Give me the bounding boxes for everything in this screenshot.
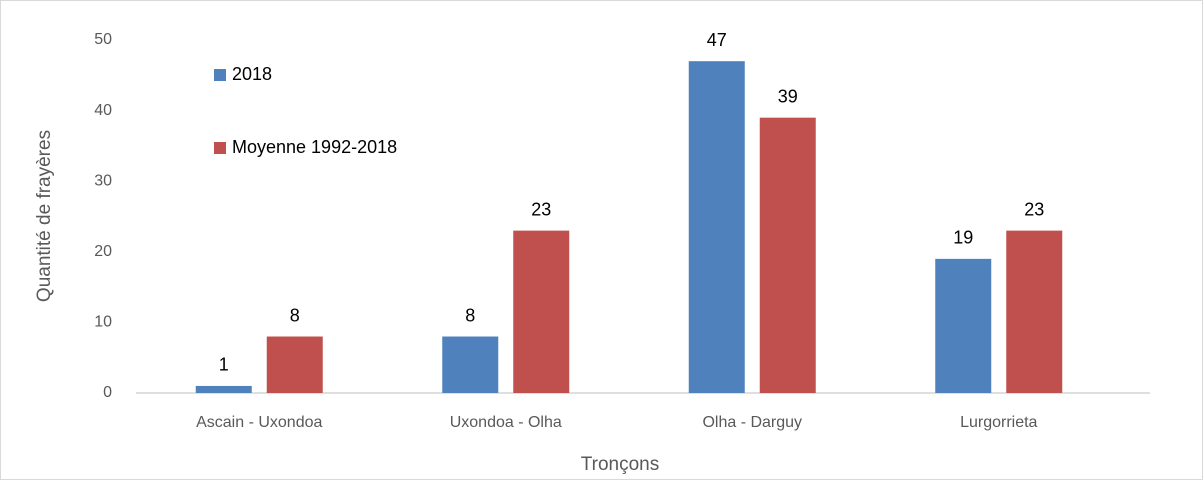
y-axis-title: Quantité de frayères	[34, 130, 55, 302]
x-tick-label: Ascain - Uxondoa	[196, 414, 322, 431]
bar	[759, 117, 816, 393]
y-tick-label: 50	[94, 31, 112, 48]
legend-swatch	[214, 69, 226, 81]
x-axis-title: Tronçons	[581, 454, 660, 475]
bar	[935, 258, 992, 393]
legend-label: Moyenne 1992-2018	[232, 137, 397, 157]
x-tick-label: Uxondoa - Olha	[450, 414, 562, 431]
y-tick-label: 10	[94, 314, 112, 331]
value-label: 8	[290, 305, 300, 325]
value-label: 23	[531, 199, 551, 219]
bar	[442, 336, 499, 393]
legend-swatch	[214, 142, 226, 154]
legend-label: 2018	[232, 64, 272, 84]
bar	[688, 61, 745, 394]
bar	[1006, 230, 1063, 393]
value-label: 39	[778, 86, 798, 106]
value-label: 8	[465, 305, 475, 325]
value-label: 23	[1024, 199, 1044, 219]
bar	[195, 385, 252, 393]
y-tick-label: 0	[103, 384, 112, 401]
bar	[266, 336, 323, 393]
x-tick-label: Olha - Darguy	[702, 414, 802, 431]
y-tick-label: 40	[94, 102, 112, 119]
x-tick-label: Lurgorrieta	[960, 414, 1037, 431]
value-label: 19	[953, 228, 973, 248]
y-tick-label: 20	[94, 243, 112, 260]
value-label: 47	[707, 30, 727, 50]
value-label: 1	[219, 355, 229, 375]
bar	[513, 230, 570, 393]
y-tick-label: 30	[94, 172, 112, 189]
